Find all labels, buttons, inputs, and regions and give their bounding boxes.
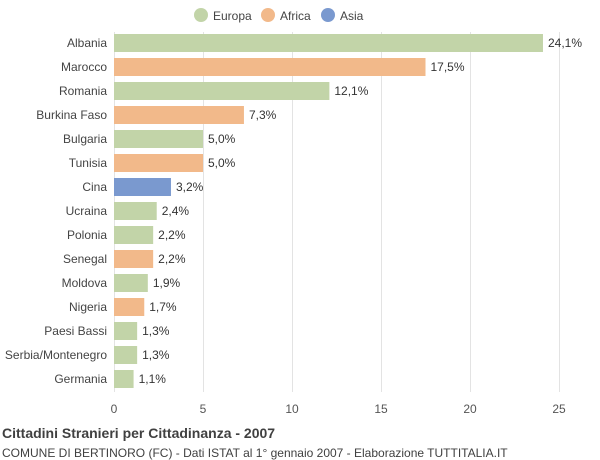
- legend-label-africa: Africa: [280, 9, 311, 23]
- bar-serbia-montenegro: [114, 346, 138, 364]
- value-label: 1,1%: [139, 372, 167, 386]
- value-label: 5,0%: [208, 156, 236, 170]
- category-label: Polonia: [67, 228, 107, 242]
- value-label: 5,0%: [208, 132, 236, 146]
- value-label: 17,5%: [431, 60, 465, 74]
- legend-label-asia: Asia: [340, 9, 364, 23]
- value-label: 2,4%: [162, 204, 190, 218]
- x-tick-label: 10: [285, 402, 299, 416]
- bar-paesi-bassi: [114, 322, 138, 340]
- category-label: Nigeria: [69, 300, 107, 314]
- value-label: 3,2%: [176, 180, 204, 194]
- value-label: 1,9%: [153, 276, 181, 290]
- category-label: Albania: [67, 36, 107, 50]
- x-tick-label: 15: [374, 402, 388, 416]
- value-label: 2,2%: [158, 252, 186, 266]
- category-label: Paesi Bassi: [44, 324, 107, 338]
- category-label: Senegal: [63, 252, 107, 266]
- chart-title: Cittadini Stranieri per Cittadinanza - 2…: [2, 425, 276, 441]
- bar-burkina-faso: [114, 106, 244, 124]
- legend-marker-asia: [321, 8, 335, 22]
- value-label: 1,3%: [142, 324, 170, 338]
- category-label: Burkina Faso: [36, 108, 107, 122]
- bar-tunisia: [114, 154, 203, 172]
- bar-albania: [114, 34, 543, 52]
- legend-label-europa: Europa: [213, 9, 252, 23]
- bar-polonia: [114, 226, 154, 244]
- bar-bulgaria: [114, 130, 203, 148]
- x-tick-label: 5: [200, 402, 207, 416]
- value-label: 1,3%: [142, 348, 170, 362]
- bar-senegal: [114, 250, 154, 268]
- bar-nigeria: [114, 298, 145, 316]
- bar-marocco: [114, 58, 426, 76]
- chart-subtitle: COMUNE DI BERTINORO (FC) - Dati ISTAT al…: [2, 446, 508, 460]
- category-label: Moldova: [62, 276, 108, 290]
- category-label: Ucraina: [66, 204, 108, 218]
- category-label: Serbia/Montenegro: [5, 348, 107, 362]
- legend-marker-europa: [194, 8, 208, 22]
- value-label: 24,1%: [548, 36, 582, 50]
- value-label: 12,1%: [334, 84, 368, 98]
- category-label: Germania: [54, 372, 107, 386]
- value-label: 2,2%: [158, 228, 186, 242]
- bar-moldova: [114, 274, 148, 292]
- bar-ucraina: [114, 202, 157, 220]
- x-tick-label: 20: [463, 402, 477, 416]
- legend-marker-africa: [261, 8, 275, 22]
- x-tick-label: 0: [111, 402, 118, 416]
- category-label: Tunisia: [69, 156, 108, 170]
- bar-romania: [114, 82, 330, 100]
- x-tick-label: 25: [552, 402, 566, 416]
- category-label: Bulgaria: [63, 132, 107, 146]
- bar-germania: [114, 370, 134, 388]
- value-label: 7,3%: [249, 108, 277, 122]
- category-label: Cina: [82, 180, 107, 194]
- bar-cina: [114, 178, 171, 196]
- category-label: Marocco: [61, 60, 107, 74]
- value-label: 1,7%: [149, 300, 177, 314]
- category-label: Romania: [59, 84, 107, 98]
